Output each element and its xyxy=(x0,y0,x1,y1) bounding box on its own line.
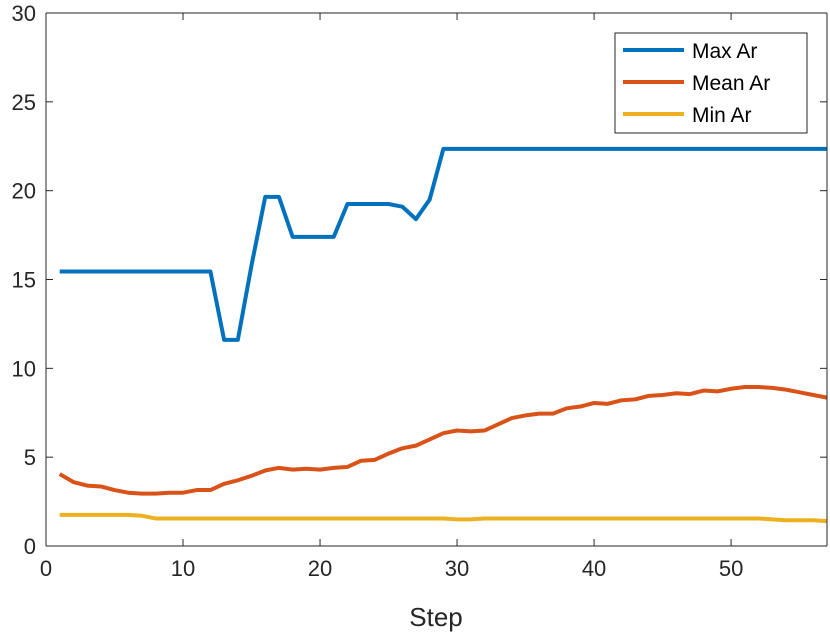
x-tick-label: 20 xyxy=(308,556,332,581)
x-tick-label: 30 xyxy=(445,556,469,581)
y-tick-label: 10 xyxy=(12,356,36,381)
x-tick-layer: 0 10 20 30 40 50 xyxy=(40,13,743,581)
x-tick-label: 40 xyxy=(582,556,606,581)
x-tick-label: 50 xyxy=(719,556,743,581)
y-tick-label: 15 xyxy=(12,268,36,293)
series-line-max-ar xyxy=(59,146,827,342)
legend-label-max-ar: Max Ar xyxy=(692,40,757,63)
y-tick-label: 30 xyxy=(12,1,36,26)
x-tick-label: 10 xyxy=(171,556,195,581)
x-axis-label: Step xyxy=(409,602,463,632)
series-layer xyxy=(58,146,828,524)
y-tick-label: 5 xyxy=(24,445,36,470)
x-tick-label: 0 xyxy=(40,556,52,581)
legend-label-mean-ar: Mean Ar xyxy=(692,72,770,95)
y-tick-label: 20 xyxy=(12,179,36,204)
series-line-mean-ar xyxy=(58,384,828,496)
y-tick-layer: 0 5 10 15 20 25 30 xyxy=(12,1,827,559)
series-line-min-ar xyxy=(59,512,828,524)
y-tick-label: 0 xyxy=(24,534,36,559)
y-tick-label: 25 xyxy=(12,90,36,115)
legend: Max Ar Mean Ar Min Ar xyxy=(614,32,808,134)
legend-label-min-ar: Min Ar xyxy=(692,104,752,127)
